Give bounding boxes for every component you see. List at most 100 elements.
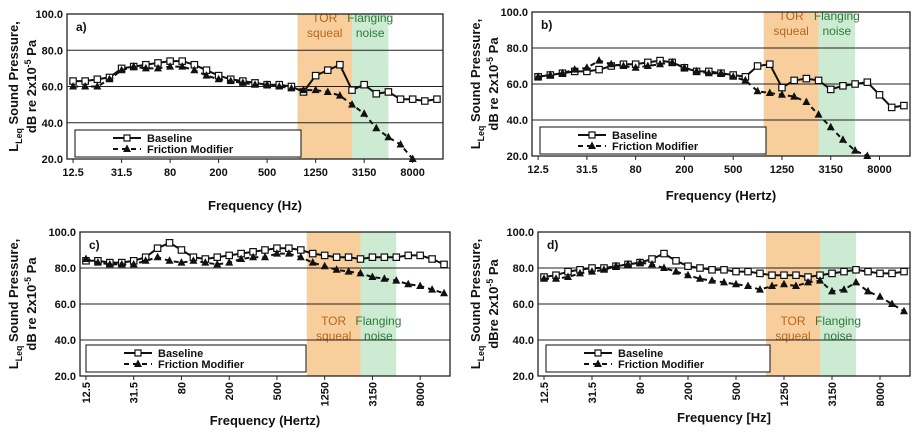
x-tick-label: 500: [731, 382, 743, 400]
baseline-point: [323, 66, 332, 74]
friction-modifier-point: [141, 63, 150, 72]
y-axis-title-line1: LLeq Sound Pressure,: [468, 239, 486, 370]
baseline-point: [595, 65, 603, 74]
plot-frame: [66, 13, 444, 160]
baseline-point: [863, 78, 872, 87]
x-tick-label: 3150: [818, 164, 842, 176]
friction-modifier-point: [704, 68, 713, 77]
friction-modifier-point: [534, 72, 543, 80]
friction-modifier-point: [189, 256, 198, 264]
friction-modifier-point: [648, 259, 656, 268]
baseline-point: [165, 239, 174, 247]
baseline-point: [780, 271, 788, 280]
friction-modifier-point: [790, 92, 799, 100]
baseline-point: [416, 251, 424, 260]
baseline-point: [225, 251, 233, 260]
y-tick-label: 40.0: [507, 115, 528, 127]
friction-modifier-point: [214, 74, 223, 83]
band-label: TOR: [312, 11, 337, 25]
friction-modifier-point: [900, 306, 908, 315]
friction-modifier-point: [311, 85, 320, 94]
friction-modifier-point: [287, 83, 296, 92]
band-label: TOR: [780, 314, 805, 328]
band-label: squeal: [773, 24, 808, 38]
x-tick-label: 80: [630, 164, 642, 176]
legend-square-marker: [123, 134, 131, 142]
y-tick-label: 60.0: [507, 79, 528, 91]
friction-modifier-point: [237, 254, 246, 262]
baseline-point: [765, 60, 774, 69]
band-label: Flanging: [347, 11, 393, 25]
friction-modifier-point: [190, 65, 199, 74]
baseline-point: [297, 246, 305, 254]
y-tick-label: 20.0: [513, 371, 534, 383]
baseline-point: [839, 81, 847, 90]
friction-modifier-point: [624, 259, 632, 268]
friction-modifier-point: [588, 267, 596, 275]
y-tick-label: 100.0: [48, 227, 76, 239]
x-tick-label: 200: [683, 382, 695, 400]
friction-modifier-point: [249, 252, 258, 261]
x-axis-title: Frequency (Hertz): [210, 413, 321, 428]
friction-modifier-point: [308, 258, 317, 266]
baseline-point: [708, 266, 716, 274]
legend-box: [85, 344, 307, 373]
friction-modifier-point: [428, 285, 437, 293]
baseline-point: [826, 85, 835, 94]
y-tick-label: 60.0: [55, 299, 76, 311]
friction-modifier-point: [93, 258, 102, 266]
friction-modifier-point: [335, 91, 344, 99]
x-tick-label: 8000: [415, 382, 427, 406]
legend-entry-label: Friction Modifier: [147, 144, 234, 156]
friction-modifier-point: [272, 249, 281, 257]
friction-modifier-point: [576, 268, 584, 277]
baseline-point: [660, 249, 668, 258]
friction-modifier-point: [81, 254, 90, 262]
band-label: TOR: [779, 9, 804, 23]
y-tick-label: 40.0: [42, 118, 63, 130]
baseline-point: [851, 80, 859, 88]
friction-modifier-point: [768, 281, 776, 289]
baseline-point: [177, 246, 186, 254]
x-tick-label: 500: [724, 164, 742, 176]
baseline-point: [778, 83, 786, 92]
friction-modifier-point: [546, 70, 555, 78]
band-label: squeal: [307, 26, 342, 40]
friction-modifier-point: [416, 281, 425, 289]
friction-modifier-point: [600, 265, 608, 273]
y-tick-label: 20.0: [55, 371, 76, 383]
friction-modifier-point: [804, 277, 812, 286]
y-tick-label: 100.0: [506, 227, 534, 239]
friction-modifier-point: [129, 62, 138, 70]
friction-modifier-point: [296, 252, 305, 261]
baseline-point: [672, 257, 680, 265]
baseline-point: [768, 271, 776, 280]
friction-modifier-point: [440, 288, 449, 297]
friction-modifier-point: [607, 59, 616, 68]
friction-modifier-point: [619, 61, 628, 69]
legend-triangle-marker: [134, 359, 142, 367]
y-tick-label: 40.0: [513, 335, 534, 347]
friction-modifier-point: [225, 258, 234, 266]
friction-modifier-point: [251, 80, 259, 88]
friction-modifier-point: [631, 63, 640, 71]
y-tick-label: 80.0: [55, 263, 76, 275]
baseline-point: [875, 90, 884, 99]
panel-label: b): [541, 18, 552, 32]
friction-modifier-point: [692, 66, 701, 75]
friction-modifier-point: [656, 59, 665, 68]
friction-modifier-point: [792, 281, 800, 289]
band-label: Flanging: [814, 9, 860, 23]
x-axis-title: Frequency [Hz]: [677, 410, 771, 425]
friction-modifier-point: [284, 249, 293, 257]
baseline-point: [828, 269, 836, 278]
friction-modifier-point: [826, 122, 835, 131]
friction-modifier-point: [744, 281, 752, 289]
x-tick-label: 1250: [770, 164, 794, 176]
x-tick-label: 80: [176, 382, 188, 394]
friction-modifier-point: [348, 100, 357, 108]
y-tick-label: 100.0: [35, 9, 63, 21]
friction-modifier-point: [202, 71, 211, 79]
